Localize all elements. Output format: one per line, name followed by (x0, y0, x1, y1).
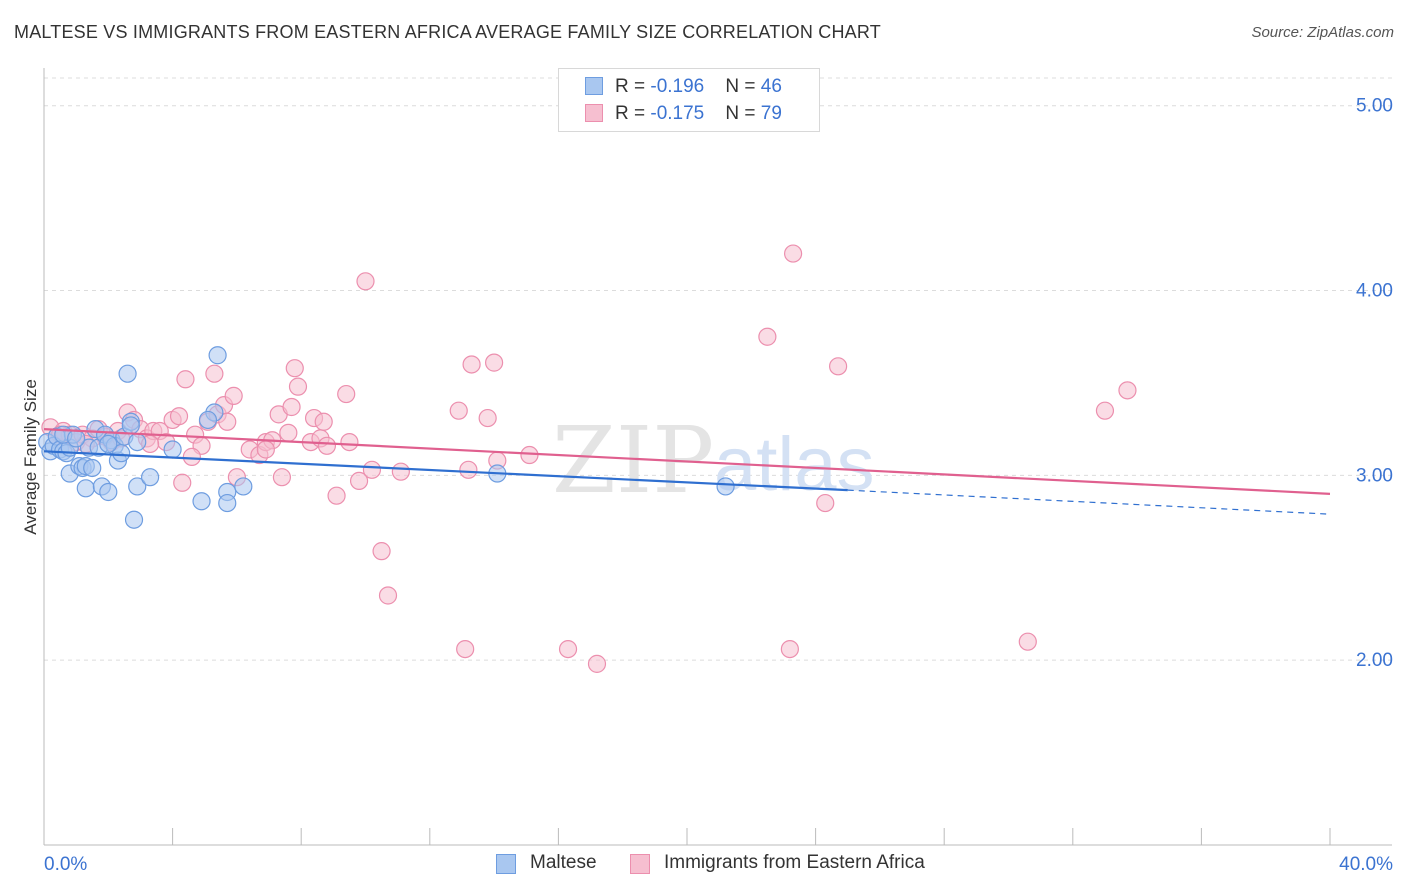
data-point-eastern-africa (279, 423, 298, 442)
chart-source: Source: ZipAtlas.com (1251, 24, 1394, 41)
data-point-maltese (83, 458, 102, 478)
data-point-maltese (234, 477, 253, 496)
data-point-eastern-africa (372, 542, 391, 561)
data-point-maltese (208, 346, 227, 365)
trend-lines (43, 428, 1331, 515)
data-point-eastern-africa (205, 364, 224, 383)
data-points (38, 244, 1137, 673)
data-point-maltese (218, 493, 237, 513)
bottom-legend-label-maltese: Maltese (530, 852, 597, 873)
data-point-eastern-africa (272, 468, 292, 487)
watermark-zip: ZIP (552, 407, 714, 514)
chart-title: MALTESE VS IMMIGRANTS FROM EASTERN AFRIC… (14, 22, 881, 42)
data-point-eastern-africa (459, 460, 478, 479)
data-point-maltese (118, 364, 137, 383)
data-point-eastern-africa (783, 244, 803, 263)
watermark: ZIP atlas (552, 407, 875, 514)
data-point-eastern-africa (780, 639, 799, 659)
trend-line-maltese-extension (847, 489, 1331, 515)
y-tick-label: 3.00 (1356, 465, 1393, 486)
data-point-maltese (140, 468, 160, 487)
data-point-maltese (128, 477, 147, 496)
data-point-eastern-africa (224, 386, 243, 405)
data-point-eastern-africa (558, 639, 578, 659)
data-point-eastern-africa (462, 355, 481, 374)
x-tick-label: 0.0% (44, 854, 87, 875)
data-point-eastern-africa (173, 473, 192, 492)
legend-n-value: 79 (760, 103, 782, 124)
data-point-eastern-africa (587, 654, 607, 673)
data-point-maltese (198, 410, 218, 430)
bottom-legend-swatch-maltese (496, 854, 516, 874)
y-tick-label: 4.00 (1356, 281, 1393, 302)
legend-swatch-eastern-africa (585, 104, 603, 122)
axis-labels: Average Family Size (21, 379, 40, 535)
data-point-eastern-africa (317, 436, 337, 455)
data-point-eastern-africa (829, 357, 848, 376)
grid-lines (44, 77, 1392, 661)
trend-line-eastern-africa (43, 428, 1331, 495)
legend-swatch-maltese (585, 77, 603, 95)
y-axis-label: Average Family Size (21, 379, 40, 535)
trend-line-maltese (43, 450, 848, 492)
legend-r-value: -0.175 (650, 103, 705, 124)
bottom-legend-label-eastern-africa: Immigrants from Eastern Africa (664, 852, 925, 873)
data-point-eastern-africa (1118, 381, 1137, 400)
data-point-eastern-africa (285, 359, 304, 378)
data-point-eastern-africa (169, 407, 189, 426)
data-point-eastern-africa (218, 412, 237, 431)
data-point-eastern-africa (816, 493, 835, 513)
data-point-eastern-africa (340, 432, 359, 452)
data-point-eastern-africa (356, 272, 375, 291)
data-point-maltese (76, 479, 95, 498)
legend-r-label: R = (615, 103, 651, 124)
data-point-eastern-africa (288, 377, 308, 396)
data-point-eastern-africa (378, 586, 398, 605)
data-point-eastern-africa (362, 460, 382, 479)
legend-r-label: R = (615, 76, 651, 97)
data-point-maltese (716, 477, 735, 496)
y-tick-label: 2.00 (1356, 650, 1393, 671)
bottom-legend-swatch-eastern-africa (630, 854, 650, 874)
data-point-eastern-africa (456, 639, 475, 659)
data-point-eastern-africa (282, 397, 301, 417)
data-point-maltese (128, 432, 147, 452)
legend-n-label: N = (725, 76, 761, 97)
data-point-eastern-africa (256, 440, 275, 459)
data-point-eastern-africa (327, 486, 346, 505)
legend-r-value: -0.196 (650, 76, 705, 97)
y-tick-label: 5.00 (1356, 96, 1393, 117)
data-point-eastern-africa (176, 370, 195, 389)
data-point-maltese (121, 416, 140, 435)
data-point-eastern-africa (478, 408, 497, 428)
data-point-eastern-africa (337, 384, 356, 404)
data-point-eastern-africa (1018, 632, 1037, 651)
data-point-eastern-africa (449, 401, 468, 420)
data-point-maltese (99, 482, 118, 502)
data-point-eastern-africa (349, 471, 369, 491)
data-point-maltese (192, 492, 211, 511)
legend-box: R = -0.196 N = 46 R = -0.175 N = 79 (558, 68, 820, 132)
data-point-eastern-africa (1095, 401, 1115, 420)
data-point-maltese (99, 434, 118, 454)
data-point-maltese (67, 429, 86, 448)
data-point-maltese (163, 440, 182, 459)
data-point-eastern-africa (182, 447, 201, 466)
x-tick-label: 40.0% (1339, 854, 1393, 875)
data-point-eastern-africa (391, 462, 410, 481)
data-point-maltese (124, 510, 144, 529)
data-point-eastern-africa (485, 353, 504, 372)
legend-n-value: 46 (760, 76, 782, 97)
data-point-eastern-africa (314, 412, 333, 431)
data-point-eastern-africa (520, 445, 539, 465)
data-point-eastern-africa (758, 327, 777, 346)
legend-n-label: N = (725, 103, 761, 124)
